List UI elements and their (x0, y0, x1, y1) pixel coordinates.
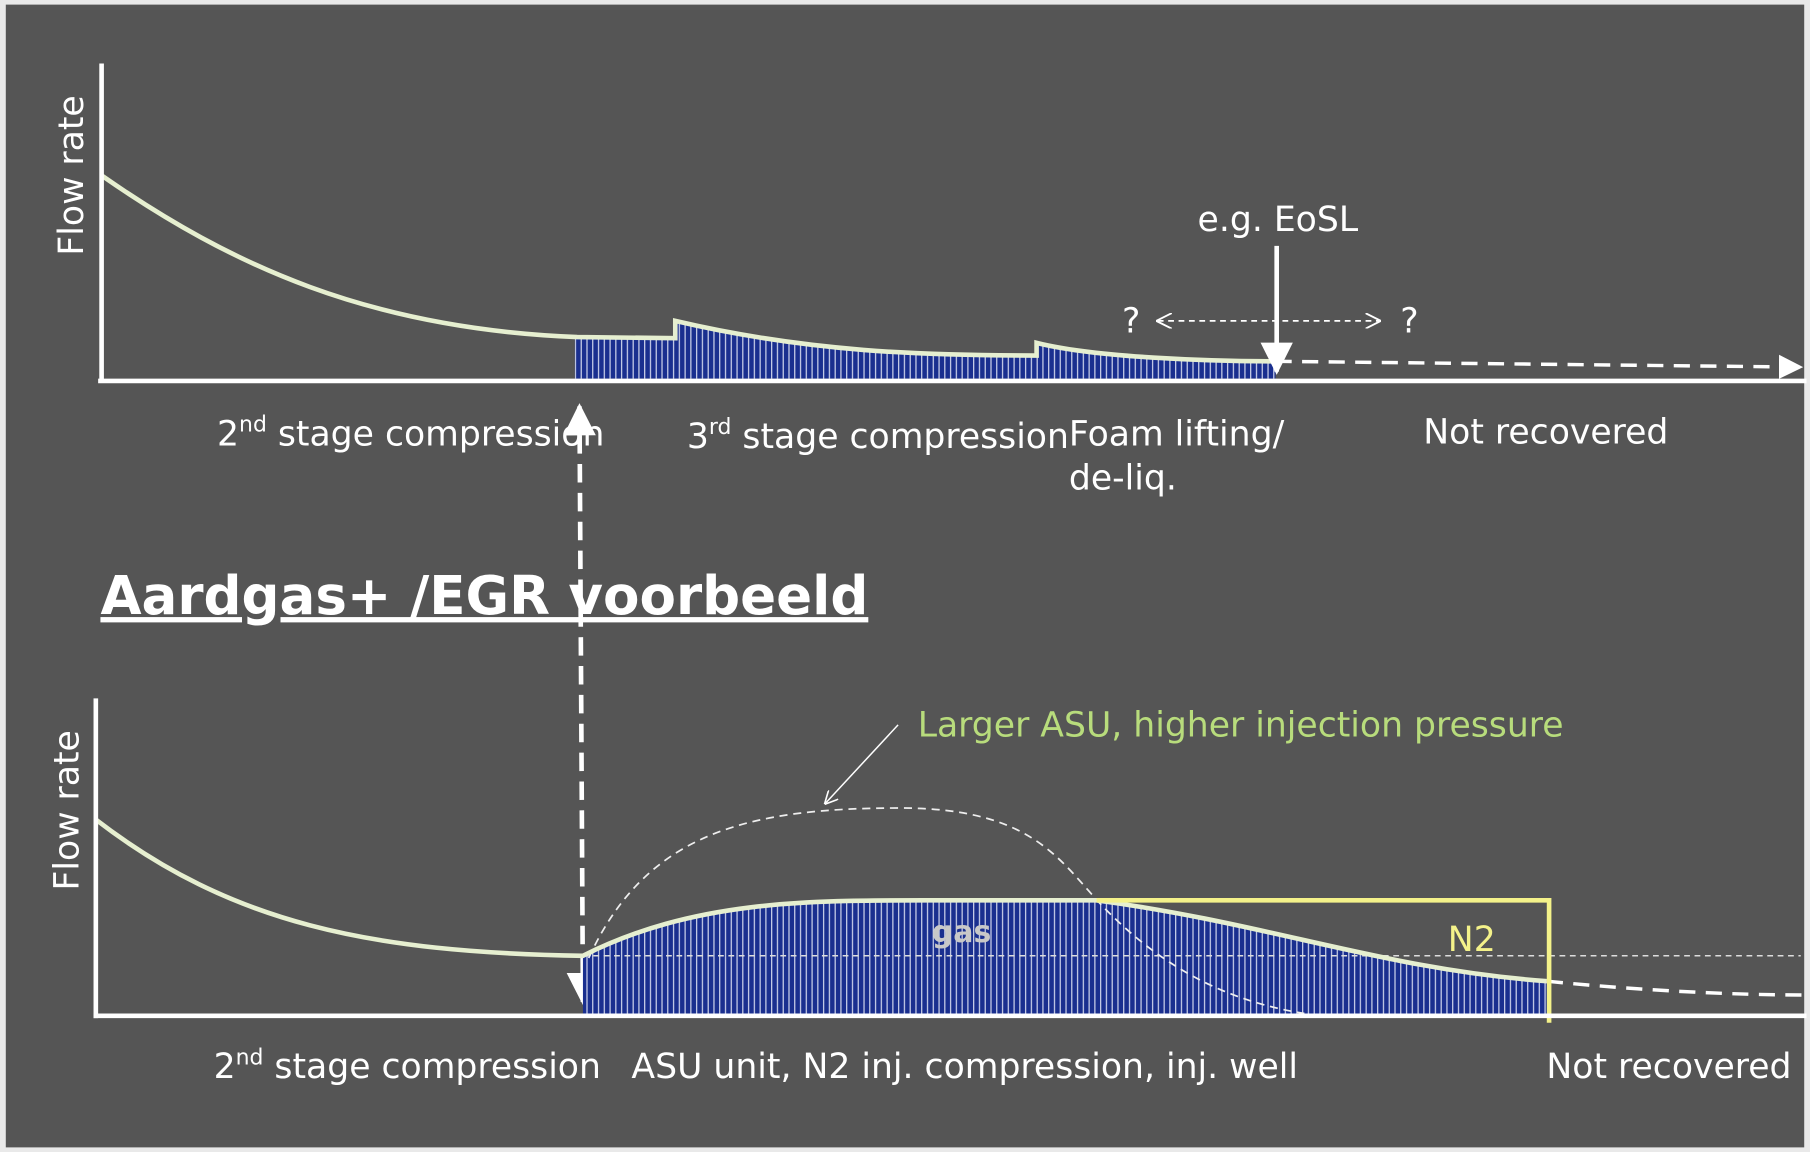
stage-label: ASU unit, N2 inj. compression, inj. well (631, 1047, 1298, 1087)
stage-label: de-liq. (1069, 458, 1177, 498)
stage-label: 3rd stage compression (687, 415, 1069, 457)
stage-label: Not recovered (1423, 412, 1668, 452)
text-part: stage compression (267, 415, 605, 455)
y-axis-label: Flow rate (52, 95, 92, 255)
alt-curve (587, 807, 1305, 1015)
annotation-arrow (825, 724, 899, 803)
production-curve (94, 817, 1547, 984)
decline-curve (100, 173, 1276, 364)
annotation: Larger ASU, higher injection pressure (918, 705, 1564, 745)
area-label: gas (932, 915, 992, 950)
text-part: 2 (217, 415, 239, 455)
dashed-extension (1546, 979, 1807, 997)
text-part: rd (709, 415, 732, 440)
text-part: 3 (687, 417, 709, 457)
stage-label: 2nd stage compression (217, 413, 604, 455)
stage-label: 2nd stage compression (214, 1045, 601, 1087)
text-part: 2 (214, 1047, 236, 1087)
recovery-area (582, 900, 1547, 1014)
question: ? (1122, 301, 1140, 341)
recovery-area (574, 320, 1276, 379)
stage-label: Not recovered (1546, 1047, 1791, 1087)
text-part: stage compression (263, 1047, 601, 1087)
box-label: N2 (1448, 920, 1496, 960)
y-axis-label: Flow rate (48, 730, 88, 890)
link-arrow (563, 403, 599, 1006)
text-part: nd (236, 1045, 264, 1070)
dashed-extension (1275, 354, 1804, 379)
title: Aardgas+ /EGR voorbeeld (100, 565, 868, 627)
text-part: nd (239, 413, 267, 438)
text-part: stage compression (731, 417, 1069, 457)
question: ? (1400, 301, 1418, 341)
stage-label: Foam lifting/ (1069, 415, 1285, 455)
n2-box (1096, 898, 1552, 1023)
annotation: e.g. EoSL (1198, 200, 1359, 240)
